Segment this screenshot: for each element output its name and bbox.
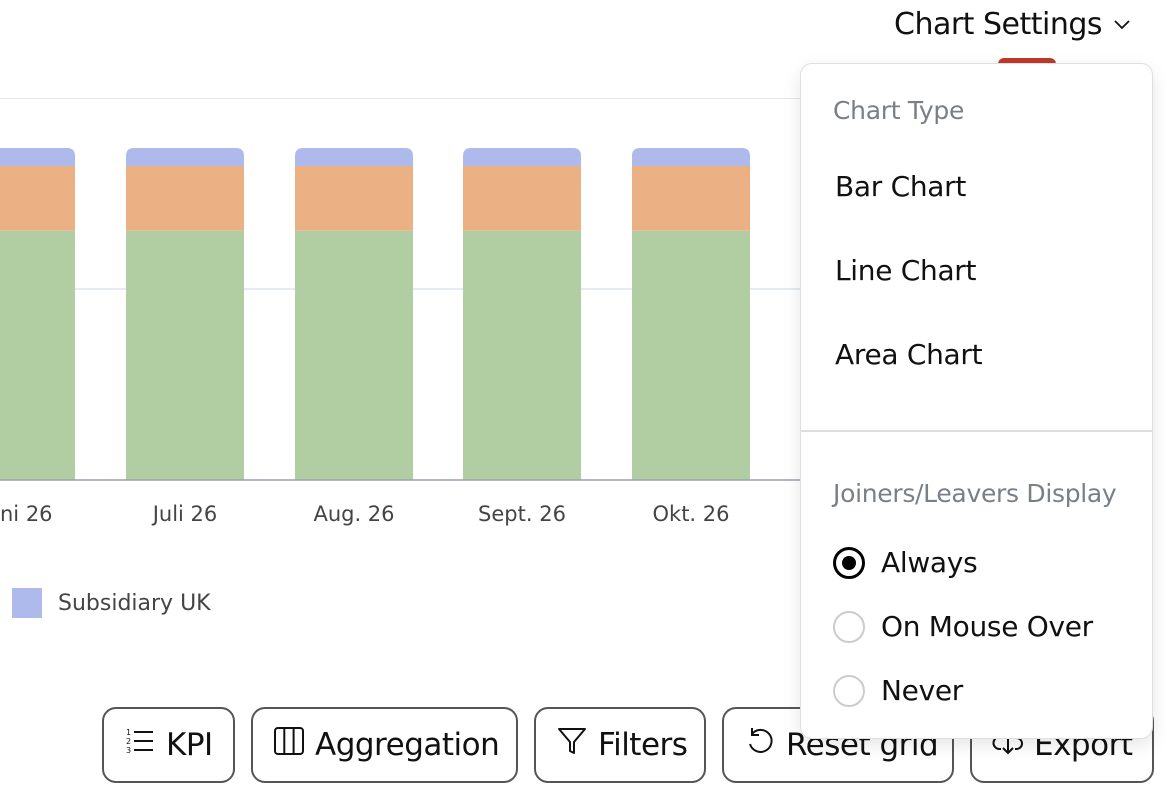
bar-segment[interactable] [632, 148, 750, 166]
bar-segment[interactable] [463, 165, 581, 231]
radio-button[interactable] [833, 674, 865, 707]
radio-label: Always [881, 546, 978, 579]
filters-label: Filters [598, 727, 688, 763]
stacked-bar-chart: ni 26 Juli 26 Aug. 26 Sept. 26 Okt. 26 [0, 100, 800, 550]
bar-segment[interactable] [295, 230, 413, 480]
chart-settings-dropdown: Chart Type Bar Chart Line Chart Area Cha… [800, 63, 1153, 739]
display-option-always[interactable]: Always [833, 546, 978, 579]
svg-text:3: 3 [126, 746, 131, 755]
chart-legend: Subsidiary UK [12, 588, 211, 618]
filter-icon [556, 725, 588, 765]
bar-segment[interactable] [126, 230, 244, 480]
x-tick-label: Aug. 26 [313, 502, 394, 526]
chart-type-header: Chart Type [833, 96, 965, 125]
bar-segment[interactable] [295, 165, 413, 231]
radio-label: On Mouse Over [881, 610, 1093, 643]
kpi-label: KPI [166, 727, 213, 763]
kpi-button[interactable]: 1 2 3 KPI [102, 707, 235, 783]
bar-segment[interactable] [632, 230, 750, 480]
filters-button[interactable]: Filters [534, 707, 706, 783]
bar-chart-option[interactable]: Bar Chart [835, 170, 967, 203]
svg-text:2: 2 [126, 737, 131, 746]
header-divider [0, 98, 800, 99]
legend-label: Subsidiary UK [58, 590, 211, 616]
display-option-never[interactable]: Never [833, 674, 963, 707]
refresh-icon [744, 725, 776, 765]
dropdown-divider [801, 430, 1152, 432]
display-option-on-mouse-over[interactable]: On Mouse Over [833, 610, 1093, 643]
chevron-down-icon [1112, 7, 1132, 42]
numbered-list-icon: 1 2 3 [124, 725, 156, 765]
bar-segment[interactable] [126, 165, 244, 231]
bar-segment[interactable] [0, 148, 75, 166]
aggregation-button[interactable]: Aggregation [251, 707, 518, 783]
radio-label: Never [881, 674, 963, 707]
area-chart-option[interactable]: Area Chart [835, 338, 983, 371]
chart-settings-label: Chart Settings [894, 6, 1103, 42]
columns-icon [273, 725, 305, 765]
x-tick-label: Juli 26 [151, 502, 218, 526]
bar-segment[interactable] [126, 148, 244, 166]
x-tick-label: Okt. 26 [653, 502, 730, 526]
bar-segment[interactable] [0, 230, 75, 480]
bottom-toolbar: 1 2 3 KPI Aggregation Filters Reset grid… [0, 707, 1172, 783]
x-tick-label: Sept. 26 [478, 502, 566, 526]
chart-svg: ni 26 Juli 26 Aug. 26 Sept. 26 Okt. 26 [0, 148, 800, 526]
bar-segment[interactable] [295, 148, 413, 166]
legend-swatch [12, 588, 42, 618]
reset-grid-button[interactable]: Reset grid [722, 707, 954, 783]
radio-button[interactable] [833, 546, 865, 579]
bar-segment[interactable] [632, 165, 750, 231]
x-tick-label: ni 26 [0, 502, 53, 526]
bar-segment[interactable] [463, 148, 581, 166]
radio-button[interactable] [833, 610, 865, 643]
bar-segment[interactable] [0, 165, 75, 231]
aggregation-label: Aggregation [315, 727, 500, 763]
chart-settings-toggle[interactable]: Chart Settings [894, 4, 1132, 44]
display-header: Joiners/Leavers Display [833, 479, 1117, 508]
line-chart-option[interactable]: Line Chart [835, 254, 977, 287]
svg-text:1: 1 [126, 728, 131, 737]
bar-segment[interactable] [463, 230, 581, 480]
